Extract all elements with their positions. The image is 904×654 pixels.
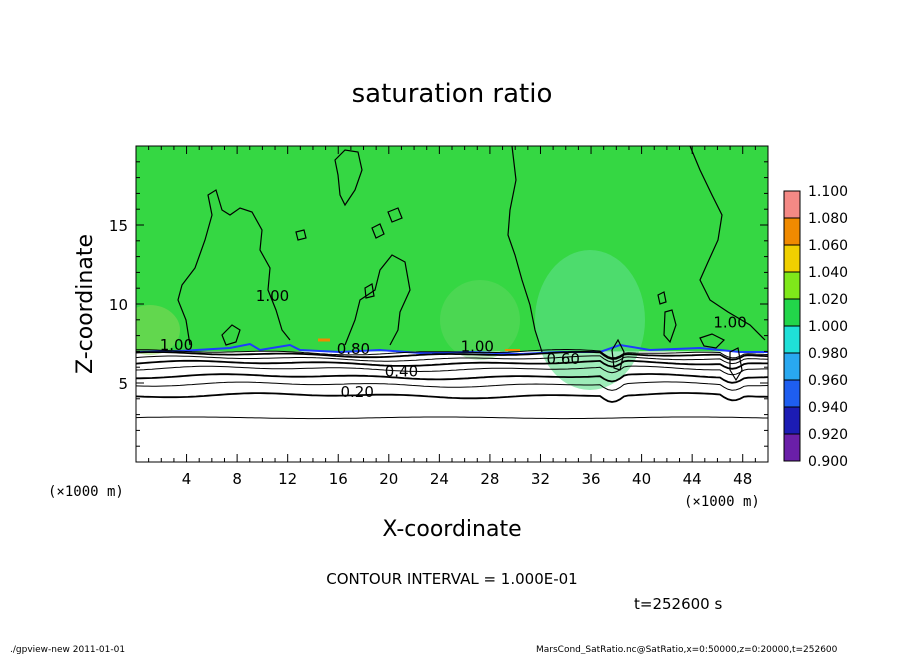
contour-line-1-00 (663, 309, 677, 344)
x-tick-label: 40 (632, 470, 651, 488)
contour-line-1-00 (507, 146, 543, 353)
x-tick-label: 4 (182, 470, 192, 488)
lighter-patch (440, 280, 520, 360)
contour-label: 1.00 (256, 287, 289, 305)
contour-label: 0.60 (547, 350, 580, 368)
contour-line-1-00 (371, 223, 385, 239)
colorbar-swatch (784, 218, 800, 245)
x-tick-label: 36 (581, 470, 600, 488)
contour-line-1-00 (387, 207, 403, 223)
colorbar-label: 1.020 (808, 292, 848, 308)
footer-right: MarsCond_SatRatio.nc@SatRatio,x=0:50000,… (536, 645, 838, 654)
colorbar-label: 1.100 (808, 184, 848, 200)
x-tick-label: 20 (379, 470, 398, 488)
x-axis-label: X-coordinate (382, 517, 521, 542)
y-axis: 5 10 15 (109, 161, 768, 447)
y-tick-label: 15 (109, 217, 128, 235)
y-tick-label: 10 (109, 296, 128, 314)
x-tick-label: 12 (278, 470, 297, 488)
contour-label: 1.00 (461, 337, 494, 355)
colorbar-swatch (784, 326, 800, 353)
colorbar-swatch (784, 434, 800, 461)
x-tick-label: 16 (329, 470, 348, 488)
colorbar-swatch (784, 272, 800, 299)
x-tick-label: 32 (531, 470, 550, 488)
blue-saturation-line (136, 342, 768, 356)
contour-band-line (136, 355, 768, 365)
contour-line-1-00 (177, 189, 291, 346)
time-label: t=252600 s (634, 595, 722, 613)
colorbar-label: 0.960 (808, 373, 848, 389)
contour-band-line (136, 351, 768, 361)
colorbar-swatch (784, 245, 800, 272)
colorbar-label: 1.040 (808, 265, 848, 281)
contour-band-line (136, 349, 768, 359)
chart-title: saturation ratio (352, 79, 553, 109)
contour-lower-line (136, 416, 768, 420)
x-tick-label: 28 (480, 470, 499, 488)
lighter-patch (535, 250, 645, 390)
colorbar-swatch (784, 380, 800, 407)
contour-band-line (136, 381, 768, 391)
colorbar-label: 0.920 (808, 427, 848, 443)
colorbar-label: 1.080 (808, 211, 848, 227)
contour-line-1-00 (221, 324, 241, 346)
contour-label: 0.20 (340, 383, 373, 401)
x-tick-label: 44 (683, 470, 702, 488)
x-tick-label: 24 (430, 470, 449, 488)
plot-area: 1.00 1.00 0.80 1.00 0.60 1.00 0.40 0.20 (135, 145, 769, 463)
contour-line-1-00 (689, 146, 766, 341)
x-axis: 4 8 12 16 20 24 28 32 36 40 44 48 (148, 146, 756, 488)
contour-band-line (136, 392, 768, 403)
colorbar-label: 1.000 (808, 319, 848, 335)
contour-label: 0.40 (385, 363, 418, 381)
colorbar-label: 0.900 (808, 454, 848, 470)
x-tick-label: 8 (232, 470, 242, 488)
contour-band-line (136, 373, 768, 384)
x-axis-unit-left: (×1000 m) (48, 484, 124, 500)
contour-bands (136, 349, 768, 420)
contour-labels: 1.00 1.00 0.80 1.00 0.60 1.00 0.40 0.20 (160, 287, 747, 401)
contour-line-1-00 (729, 347, 743, 382)
colorbar-label: 0.940 (808, 400, 848, 416)
y-axis-label: Z-coordinate (73, 234, 98, 374)
contour-band-line (136, 359, 768, 370)
colorbar-label: 0.980 (808, 346, 848, 362)
lighter-patch (136, 305, 180, 355)
contour-line-1-00 (699, 333, 726, 349)
contour-label: 1.00 (713, 314, 746, 332)
contour-label: 0.80 (337, 340, 370, 358)
contour-line-1-00 (344, 254, 411, 346)
x-tick-label: 48 (733, 470, 752, 488)
x-axis-unit-right: (×1000 m) (684, 494, 760, 510)
contour-line-1-00 (657, 291, 667, 305)
contour-line-1-00 (611, 338, 625, 371)
y-tick-label: 5 (118, 375, 128, 393)
contour-band-line (136, 365, 768, 376)
colorbar-swatch-top (784, 191, 800, 218)
colorbar-swatch (784, 407, 800, 434)
contour-line-1-00 (364, 283, 375, 299)
contour-interval: CONTOUR INTERVAL = 1.000E-01 (326, 570, 577, 588)
colorbar-swatch (784, 353, 800, 380)
contour-label: 1.00 (160, 336, 193, 354)
colorbar-label: 1.060 (808, 238, 848, 254)
contour-line-1-00 (295, 229, 307, 241)
colorbar: 0.900 0.920 0.940 0.960 0.980 1.000 1.020 1.040… (783, 184, 848, 470)
contour-line-1-00 (334, 149, 363, 207)
colorbar-swatch (784, 299, 800, 326)
footer-left: ./gpview-new 2011-01-01 (10, 645, 125, 654)
